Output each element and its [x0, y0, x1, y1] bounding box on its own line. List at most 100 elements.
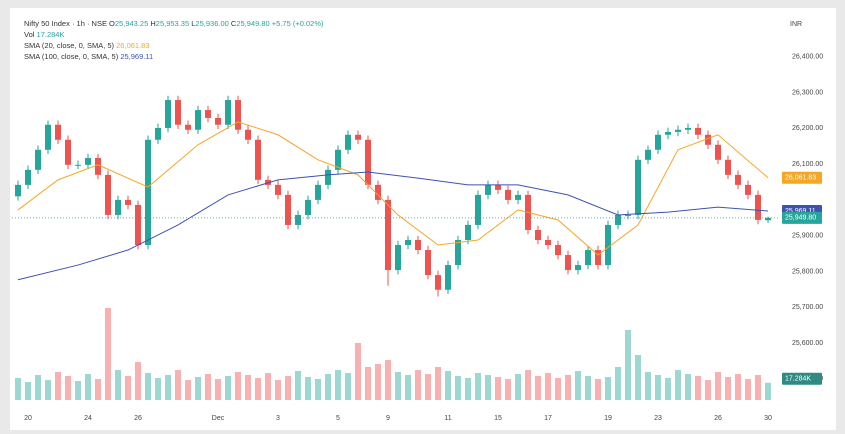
volume-bar [635, 355, 641, 400]
candle-body [625, 214, 631, 216]
candle-body [55, 124, 61, 140]
candle-body [375, 184, 381, 200]
x-tick-label: 26 [134, 415, 142, 422]
y-tick-label: 26,300.00 [792, 89, 823, 96]
candle-body [295, 214, 301, 225]
candle-body [205, 110, 211, 118]
volume-legend: Vol 17.284K [24, 30, 64, 39]
volume-bar [295, 371, 301, 400]
candle-body [145, 139, 151, 246]
candle-body [465, 224, 471, 240]
volume-bar [275, 380, 281, 400]
volume-bar [145, 373, 151, 400]
candle-body [415, 239, 421, 251]
candle-body [535, 229, 541, 240]
volume-bar [405, 375, 411, 400]
volume-bar [335, 370, 341, 400]
candle-body [105, 174, 111, 215]
candle-body [245, 129, 251, 140]
sma-line [17, 121, 769, 256]
volume-bar [475, 373, 481, 400]
candle-body [75, 164, 81, 166]
volume-bar [115, 370, 121, 400]
volume-bar [525, 370, 531, 400]
candle-body [385, 199, 391, 271]
volume-bar [695, 376, 701, 400]
sma-last: 26,061.83 [116, 41, 149, 50]
candle-body [725, 159, 731, 175]
volume-bar [465, 378, 471, 400]
volume-bar [25, 382, 31, 400]
volume-bar [585, 376, 591, 400]
candle-body [45, 124, 51, 150]
chart-panel [10, 8, 836, 430]
volume-bar [375, 364, 381, 400]
candle-body [235, 100, 241, 130]
volume-bar [185, 380, 191, 400]
volume-bar [355, 343, 361, 400]
y-tick-label: 25,600.00 [792, 340, 823, 347]
x-tick-label: 20 [24, 415, 32, 422]
x-tick-label: 9 [386, 415, 390, 422]
volume-bar [15, 378, 21, 400]
candle-body [665, 131, 671, 135]
candle-body [615, 214, 621, 225]
volume-last-box [782, 372, 822, 385]
volume-bar [625, 330, 631, 400]
candle-body [745, 184, 751, 195]
volume-bar [235, 372, 241, 400]
candle-body [125, 199, 131, 205]
volume-bar [675, 370, 681, 400]
x-tick-label: 11 [444, 415, 451, 422]
symbol: Nifty 50 Index · 1h · NSE [24, 19, 107, 28]
candle-body [425, 250, 431, 276]
volume-bar [365, 367, 371, 400]
volume-bar [735, 374, 741, 400]
candle-body [225, 100, 231, 125]
volume-bar [345, 373, 351, 400]
candle-body [65, 139, 71, 165]
volume-bar [155, 378, 161, 400]
y-tick-label: 26,200.00 [792, 125, 823, 132]
candle-body [115, 199, 121, 215]
volume-bar [215, 379, 221, 400]
volume-bar [55, 372, 61, 400]
volume-bar [595, 379, 601, 400]
candle-body [605, 224, 611, 266]
candle-body [315, 184, 321, 200]
volume-bar [605, 377, 611, 400]
candle-body [305, 199, 311, 215]
candle-body [595, 250, 601, 266]
volume-bar [305, 377, 311, 400]
candle-body [185, 124, 191, 130]
candle-body [155, 127, 161, 140]
candle-body [695, 127, 701, 135]
sma-price-box [782, 171, 822, 184]
volume-bar [745, 379, 751, 400]
volume-bar [715, 372, 721, 400]
volume-bar [655, 375, 661, 400]
x-tick-label: 3 [276, 415, 280, 422]
volume-bar [325, 374, 331, 400]
sma-name: SMA (20, close, 0, SMA, 5) [24, 41, 115, 50]
candle-body [645, 149, 651, 160]
volume-bar [205, 374, 211, 400]
volume-last-label: 17.284K [785, 376, 811, 383]
sma-legend: SMA (20, close, 0, SMA, 5) 26,061.83 [24, 41, 150, 50]
volume-bar [685, 374, 691, 400]
candle-body [505, 189, 511, 200]
volume-bar [755, 375, 761, 400]
candle-body [755, 194, 761, 220]
candle-body [495, 184, 501, 190]
volume-bar [85, 374, 91, 400]
volume-bar [45, 380, 51, 400]
volume-bar [545, 373, 551, 400]
volume-bar [555, 378, 561, 400]
volume-last: 17.284K [37, 30, 65, 39]
volume-bar [255, 378, 261, 400]
x-tick-label: 26 [714, 415, 722, 422]
volume-bar [425, 374, 431, 400]
volume-bar [105, 308, 111, 400]
volume-bar [765, 382, 771, 400]
y-tick-label: 26,400.00 [792, 54, 823, 61]
